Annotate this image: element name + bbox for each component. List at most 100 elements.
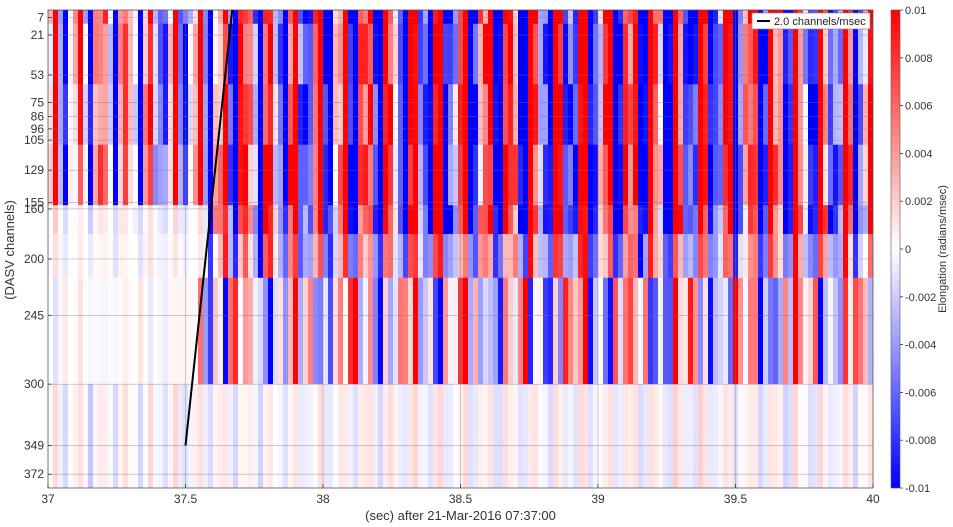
- heatmap-cell: [63, 384, 69, 488]
- heatmap-cell: [443, 205, 449, 235]
- heatmap-cell: [808, 23, 814, 85]
- heatmap-cell: [728, 233, 734, 279]
- heatmap-cell: [528, 277, 534, 385]
- heatmap-cell: [668, 233, 674, 279]
- heatmap-cell: [323, 233, 329, 279]
- heatmap-cell: [308, 84, 314, 146]
- heatmap-cell: [663, 144, 669, 206]
- heatmap-cell: [403, 144, 409, 206]
- heatmap-cell: [433, 233, 439, 279]
- heatmap-cell: [218, 233, 224, 279]
- heatmap-cell: [248, 84, 254, 146]
- heatmap-cell: [113, 205, 119, 235]
- heatmap-cell: [578, 10, 584, 25]
- heatmap-cell: [423, 84, 429, 146]
- heatmap-cell: [648, 277, 654, 385]
- heatmap-cell: [248, 384, 254, 488]
- heatmap-cell: [568, 384, 574, 488]
- heatmap-cell: [538, 205, 544, 235]
- heatmap-cell: [823, 84, 829, 146]
- heatmap-cell: [823, 205, 829, 235]
- heatmap-cell: [558, 23, 564, 85]
- heatmap-cell: [718, 277, 724, 385]
- heatmap-cell: [688, 277, 694, 385]
- heatmap-cell: [58, 233, 64, 279]
- heatmap-cell: [588, 233, 594, 279]
- heatmap-cell: [583, 277, 589, 385]
- y-tick-label: 86: [31, 109, 45, 123]
- heatmap-cell: [58, 384, 64, 488]
- heatmap-cell: [88, 144, 94, 206]
- heatmap-cell: [618, 205, 624, 235]
- x-tick-label: 39.5: [724, 492, 748, 506]
- heatmap-cell: [623, 233, 629, 279]
- heatmap-cell: [268, 277, 274, 385]
- heatmap-cell: [478, 144, 484, 206]
- heatmap-cell: [448, 84, 454, 146]
- heatmap-cell: [123, 277, 129, 385]
- heatmap-cell: [518, 233, 524, 279]
- heatmap-cell: [158, 84, 164, 146]
- heatmap-cell: [843, 277, 849, 385]
- heatmap-cell: [618, 233, 624, 279]
- heatmap-cell: [863, 144, 869, 206]
- heatmap-cell: [358, 23, 364, 85]
- heatmap-cell: [688, 205, 694, 235]
- heatmap-cell: [583, 144, 589, 206]
- heatmap-cell: [818, 205, 824, 235]
- heatmap-cell: [93, 205, 99, 235]
- heatmap-cell: [363, 84, 369, 146]
- heatmap-cell: [328, 10, 334, 25]
- heatmap-cell: [603, 23, 609, 85]
- heatmap-cell: [743, 277, 749, 385]
- heatmap-cell: [828, 233, 834, 279]
- heatmap-cell: [743, 23, 749, 85]
- heatmap-cell: [813, 384, 819, 488]
- heatmap-cell: [713, 23, 719, 85]
- heatmap-cell: [718, 205, 724, 235]
- heatmap-cell: [163, 23, 169, 85]
- heatmap-cell: [173, 144, 179, 206]
- heatmap-cell: [143, 144, 149, 206]
- heatmap-cell: [843, 384, 849, 488]
- heatmap-cell: [548, 23, 554, 85]
- heatmap-cell: [403, 277, 409, 385]
- heatmap-cell: [473, 23, 479, 85]
- heatmap-cell: [593, 144, 599, 206]
- heatmap-cell: [738, 10, 744, 25]
- heatmap-cell: [103, 10, 109, 25]
- heatmap-cell: [528, 205, 534, 235]
- heatmap-cell: [368, 277, 374, 385]
- heatmap-cell: [808, 233, 814, 279]
- heatmap-cell: [228, 277, 234, 385]
- heatmap-cell: [68, 205, 74, 235]
- heatmap-cell: [808, 277, 814, 385]
- heatmap-cell: [133, 205, 139, 235]
- heatmap-cell: [608, 233, 614, 279]
- heatmap-cell: [468, 384, 474, 488]
- heatmap-cell: [443, 23, 449, 85]
- heatmap-cell: [483, 205, 489, 235]
- heatmap-cell: [333, 84, 339, 146]
- heatmap-cell: [263, 144, 269, 206]
- heatmap-cell: [713, 144, 719, 206]
- heatmap-cell: [198, 84, 204, 146]
- heatmap-cell: [378, 144, 384, 206]
- heatmap-cell: [648, 233, 654, 279]
- heatmap-cell: [563, 384, 569, 488]
- heatmap-cell: [488, 277, 494, 385]
- heatmap-cell: [358, 233, 364, 279]
- colorbar-tick-label: -0.01: [905, 483, 930, 495]
- heatmap-cell: [788, 23, 794, 85]
- heatmap-cell: [768, 233, 774, 279]
- heatmap-cell: [773, 84, 779, 146]
- heatmap-cell: [228, 23, 234, 85]
- heatmap-cell: [293, 384, 299, 488]
- heatmap-cell: [543, 10, 549, 25]
- heatmap-cell: [233, 233, 239, 279]
- heatmap-cell: [253, 10, 259, 25]
- heatmap-cell: [498, 10, 504, 25]
- heatmap-cell: [428, 384, 434, 488]
- heatmap-cell: [853, 384, 859, 488]
- heatmap-cell: [518, 144, 524, 206]
